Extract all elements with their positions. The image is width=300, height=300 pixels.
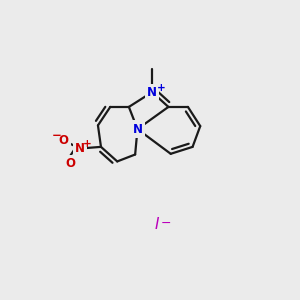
Text: O: O (59, 134, 69, 147)
Text: I: I (154, 217, 159, 232)
Text: −: − (51, 129, 61, 142)
Text: N: N (147, 85, 157, 99)
Text: −: − (160, 217, 171, 230)
Text: N: N (75, 142, 85, 155)
Text: +: + (82, 139, 91, 149)
Text: N: N (133, 123, 142, 136)
Text: +: + (157, 83, 166, 93)
Text: O: O (65, 157, 75, 170)
